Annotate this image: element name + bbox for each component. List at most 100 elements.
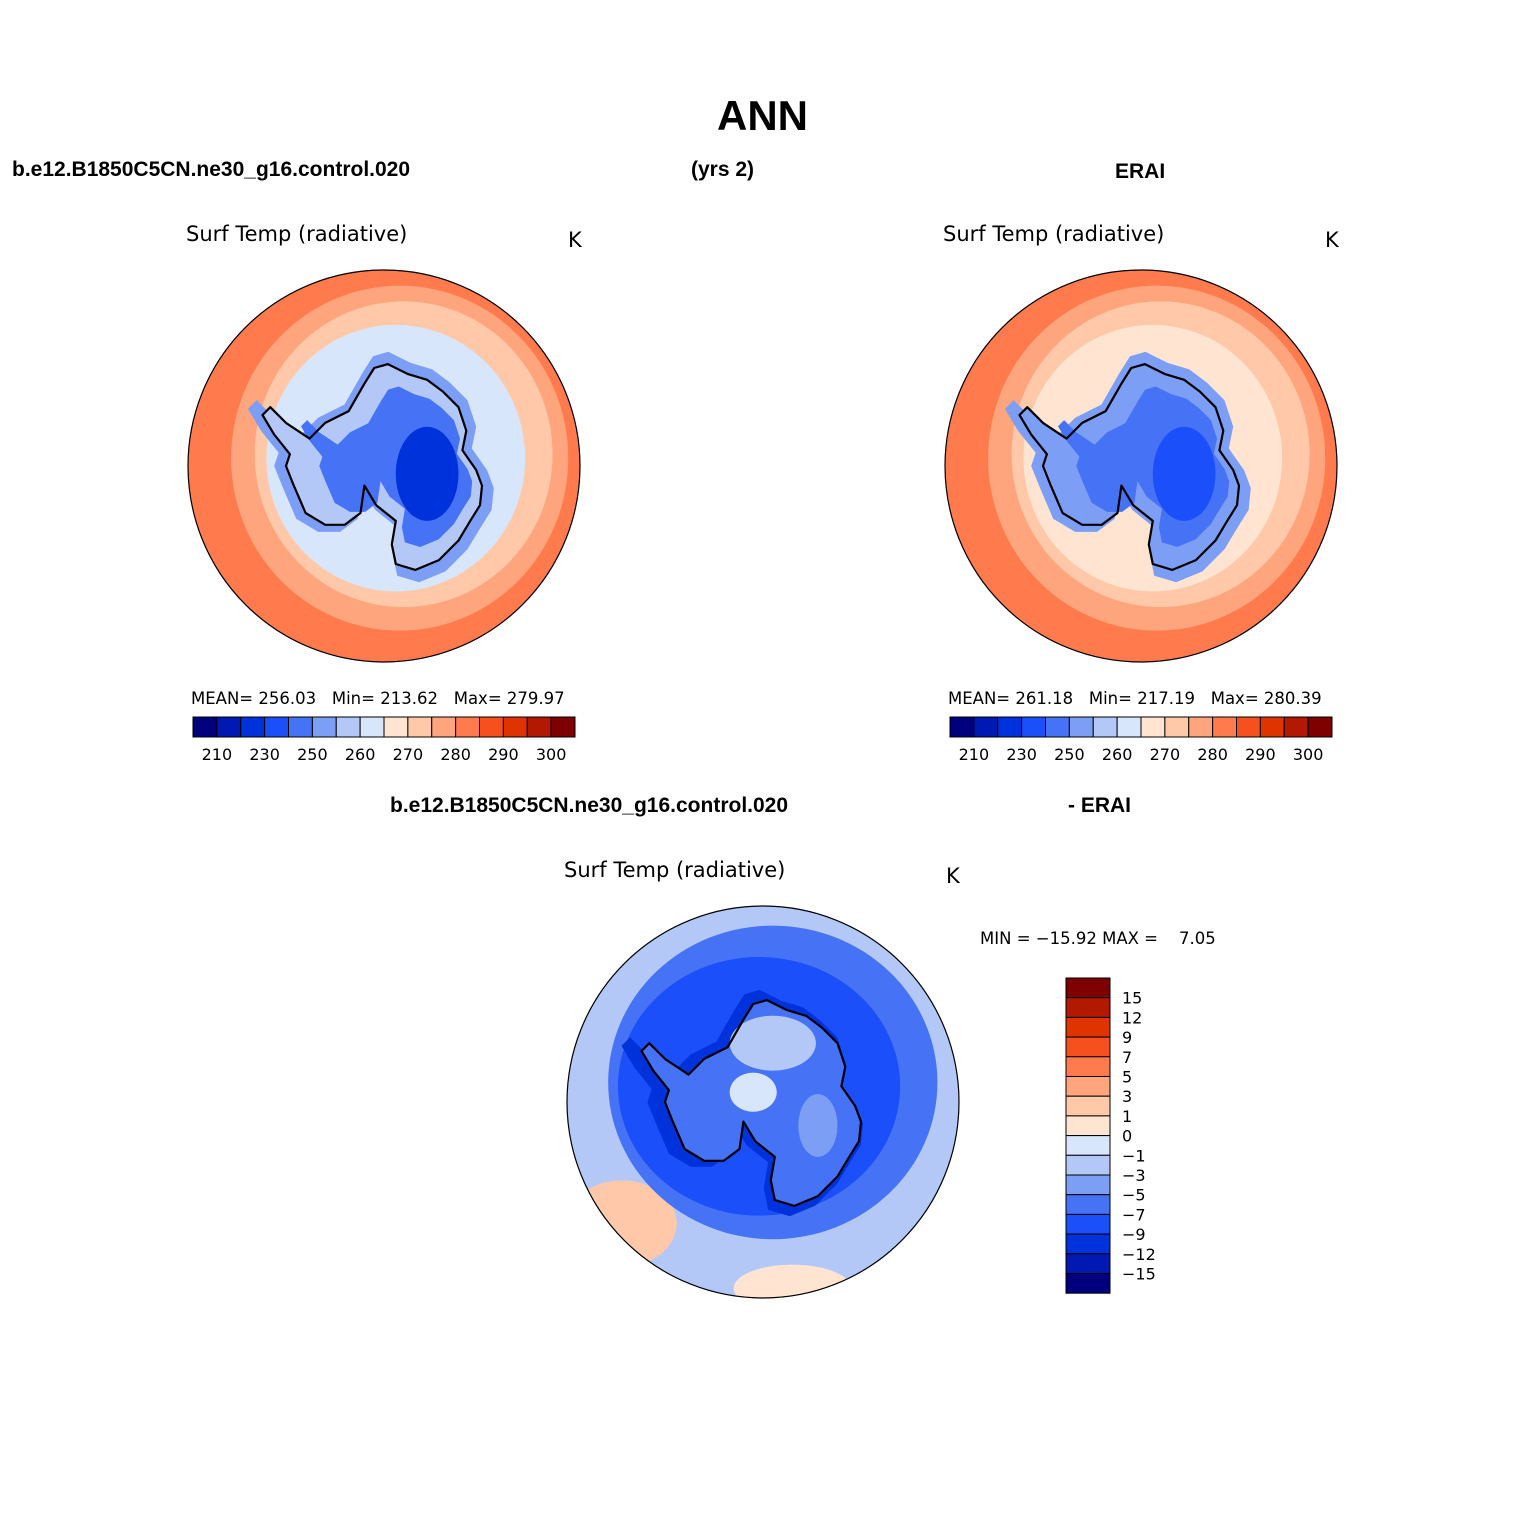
obs-colorbar-tick: 260 [1102,745,1133,764]
obs-colorbar-tick: 270 [1150,745,1181,764]
model-colorbar-box [502,716,528,738]
model-colorbar-tick: 290 [488,745,519,764]
case-name-header: b.e12.B1850C5CN.ne30_g16.control.020 [12,158,411,181]
diff-colorbar-tick: −12 [1122,1245,1156,1264]
diff-colorbar-box [1065,1076,1111,1097]
model-max-value: 279.97 [506,689,565,708]
obs-colorbar-tick: 230 [1006,745,1037,764]
diff-colorbar-box [1065,1095,1111,1117]
model-colorbar-tick: 260 [345,745,376,764]
diff-map-border [566,905,960,1299]
diff-min-value: −15.92 [1035,929,1097,948]
diff-colorbar-tick: −5 [1122,1186,1146,1205]
diff-colorbar-box [1065,1233,1111,1255]
diff-land-patch [729,1015,816,1071]
diff-colorbar-tick: 15 [1122,989,1142,1008]
diff-colorbar-box [1065,1154,1111,1176]
obs-mean-value: 261.18 [1015,689,1074,708]
diff-colorbar-tick: 7 [1122,1048,1132,1067]
diff-coastline [640,998,863,1208]
model-colorbar-tick: 270 [393,745,424,764]
obs-colorbar-tick: 300 [1293,745,1324,764]
diff-obs-header: - ERAI [1068,794,1131,817]
obs-mean-label: MEAN= [948,689,1011,708]
obs-field [945,270,1337,662]
diff-colorbar-tick: −7 [1122,1205,1146,1224]
model-mean-value: 256.03 [258,689,317,708]
model-map-border [187,269,581,663]
diff-panel-units: K [946,864,960,888]
obs-colorbar-box [1283,716,1309,738]
obs-colorbar-box [1140,716,1166,738]
obs-max-value: 280.39 [1263,689,1322,708]
obs-colorbar-tick: 210 [959,745,990,764]
diff-land-patch [729,1072,777,1112]
obs-colorbar-box [997,716,1023,738]
diff-colorbar-tick: 3 [1122,1087,1132,1106]
obs-colorbar-box [1092,716,1118,738]
model-colorbar-box [407,716,433,738]
model-colorbar-box [288,716,313,738]
model-map [187,269,581,663]
model-colorbar-tick: 280 [440,745,471,764]
model-max-label: Max= [453,689,502,708]
diff-colorbar-tick: 0 [1122,1127,1132,1146]
model-colorbar-box [479,716,504,738]
diff-colorbar-box [1065,1135,1111,1156]
diff-colorbar-tick: −9 [1122,1225,1146,1244]
obs-colorbar-tick: 290 [1245,745,1276,764]
model-mean-label: MEAN= [191,689,254,708]
obs-colorbar-box [1259,716,1285,738]
model-colorbar-box [311,716,337,738]
obs-colorbar-box [1164,716,1190,738]
model-colorbar-tick: 300 [536,745,567,764]
model-min-value: 213.62 [380,689,438,708]
obs-colorbar-box [1116,716,1142,738]
model-colorbar-box [264,716,289,738]
diff-min-label: MIN = [980,929,1031,948]
diff-colorbar-box [1065,1273,1111,1294]
diff-colorbar-tick: 5 [1122,1068,1132,1087]
model-colorbar-box [455,716,480,738]
diff-colorbar-tick: 12 [1122,1008,1142,1027]
diff-colorbar-tick: −15 [1122,1265,1156,1284]
obs-map [944,269,1338,663]
obs-max-label: Max= [1210,689,1259,708]
obs-name-header: ERAI [1115,160,1166,183]
model-panel-title: Surf Temp (radiative) [186,222,408,246]
diff-colorbar-box [1065,1194,1111,1215]
model-stats: MEAN= 256.03 Min= 213.62 Max= 279.97 [191,689,565,708]
diff-colorbar-tick: 1 [1122,1107,1132,1126]
model-colorbar-tick: 230 [249,745,280,764]
model-field [188,270,580,662]
model-colorbar-box [359,716,385,738]
diff-max-value: 7.05 [1178,929,1216,948]
diff-warm-patch-south [733,1264,852,1298]
diff-colorbar-tick: −1 [1122,1146,1146,1165]
model-panel-units: K [568,228,582,252]
model-colorbar-tick: 210 [202,745,233,764]
page-title: ANN [717,92,808,139]
diff-panel-title: Surf Temp (radiative) [564,858,786,882]
obs-coastline [1018,363,1241,572]
diff-colorbar-tick: 9 [1122,1028,1132,1047]
model-colorbar-box [240,716,266,738]
obs-colorbar-tick: 280 [1197,745,1228,764]
diff-colorbar-box [1065,997,1111,1018]
years-header: (yrs 2) [691,158,755,181]
diff-colorbar-box [1065,1174,1111,1196]
obs-colorbar-box [1307,716,1333,738]
model-min-label: Min= [331,689,375,708]
obs-land-core [1152,426,1216,521]
model-colorbar-box [335,716,361,738]
diff-max-label: MAX = [1102,929,1158,948]
diff-colorbar-box [1065,1056,1111,1078]
model-colorbar-box [192,716,218,738]
model-coastline [261,363,484,572]
diff-colorbar-box [1065,1016,1111,1038]
obs-colorbar-box [1188,716,1214,738]
obs-colorbar-box [973,716,999,738]
model-colorbar-box [526,716,552,738]
model-colorbar-tick: 250 [297,745,328,764]
